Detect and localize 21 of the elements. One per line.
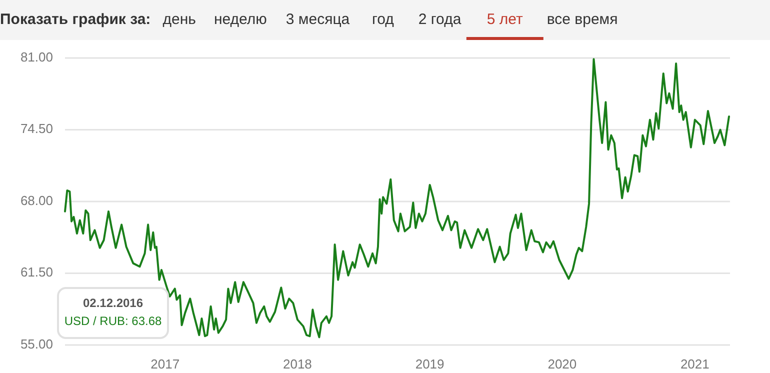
- x-tick-label: 2019: [415, 356, 444, 372]
- annotation: 02.12.2016: [82, 296, 144, 310]
- text: все время: [546, 10, 618, 28]
- text: 2 года: [418, 10, 462, 28]
- text: 3 месяца: [286, 10, 350, 28]
- annotation: USD / RUB: 63.68: [64, 314, 162, 328]
- x-tick-label: 2021: [680, 356, 710, 372]
- text: неделю: [214, 10, 267, 28]
- y-tick-label: 74.50: [20, 121, 53, 136]
- x-tick-label: 2020: [548, 356, 577, 372]
- y-tick-label: 61.50: [20, 264, 53, 280]
- y-tick-label: 55.00: [20, 336, 53, 352]
- text: 5 лет: [486, 10, 524, 28]
- y-tick-label: 68.00: [20, 192, 53, 208]
- text: год: [372, 10, 394, 28]
- line-series: [64, 58, 730, 338]
- x-tick-label: 2017: [150, 356, 180, 372]
- y-tick-label: 81.00: [20, 49, 53, 64]
- x-tick-label: 2018: [282, 356, 312, 372]
- text: Показать график за:: [0, 10, 151, 28]
- text: день: [162, 10, 196, 28]
